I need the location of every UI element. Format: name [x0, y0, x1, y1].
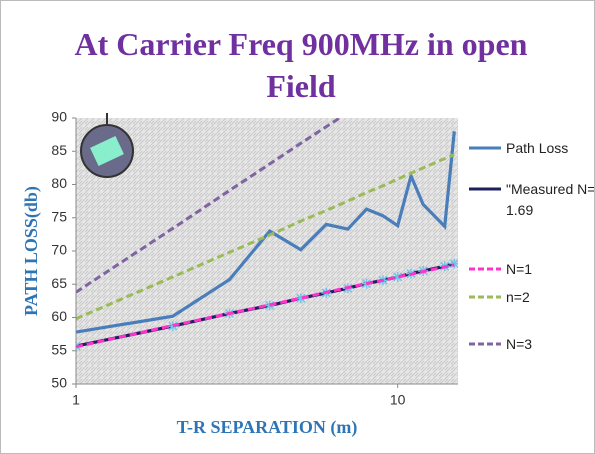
legend-label: Path Loss [506, 138, 595, 159]
legend-label: N=3 [506, 334, 595, 355]
y-tick-label: 50 [51, 375, 67, 391]
x-tick-label: 10 [390, 392, 406, 408]
x-tick-label: 1 [72, 392, 80, 408]
y-tick-label: 80 [51, 175, 67, 191]
y-tick-label: 75 [51, 208, 67, 224]
y-tick-label: 55 [51, 341, 67, 357]
chart-title: At Carrier Freq 900MHz in open Field [61, 23, 541, 107]
x-axis-label: T-R SEPARATION (m) [177, 417, 358, 438]
chart: PATH LOSS(db) T-R SEPARATION (m) 50 55 60 6… [0, 0, 595, 454]
legend-label: n=2 [506, 287, 595, 308]
y-tick-label: 70 [51, 242, 67, 258]
y-tick-label: 85 [51, 142, 67, 158]
y-axis-label: PATH LOSS(db) [21, 186, 42, 316]
y-tick-label: 65 [51, 275, 67, 291]
legend-label: "Measured N= 1.69 [506, 179, 595, 221]
point-marker [449, 259, 459, 269]
y-tick-label: 90 [51, 109, 67, 125]
legend-label: N=1 [506, 259, 595, 280]
plot-area [76, 118, 458, 384]
y-tick-label: 60 [51, 308, 67, 324]
